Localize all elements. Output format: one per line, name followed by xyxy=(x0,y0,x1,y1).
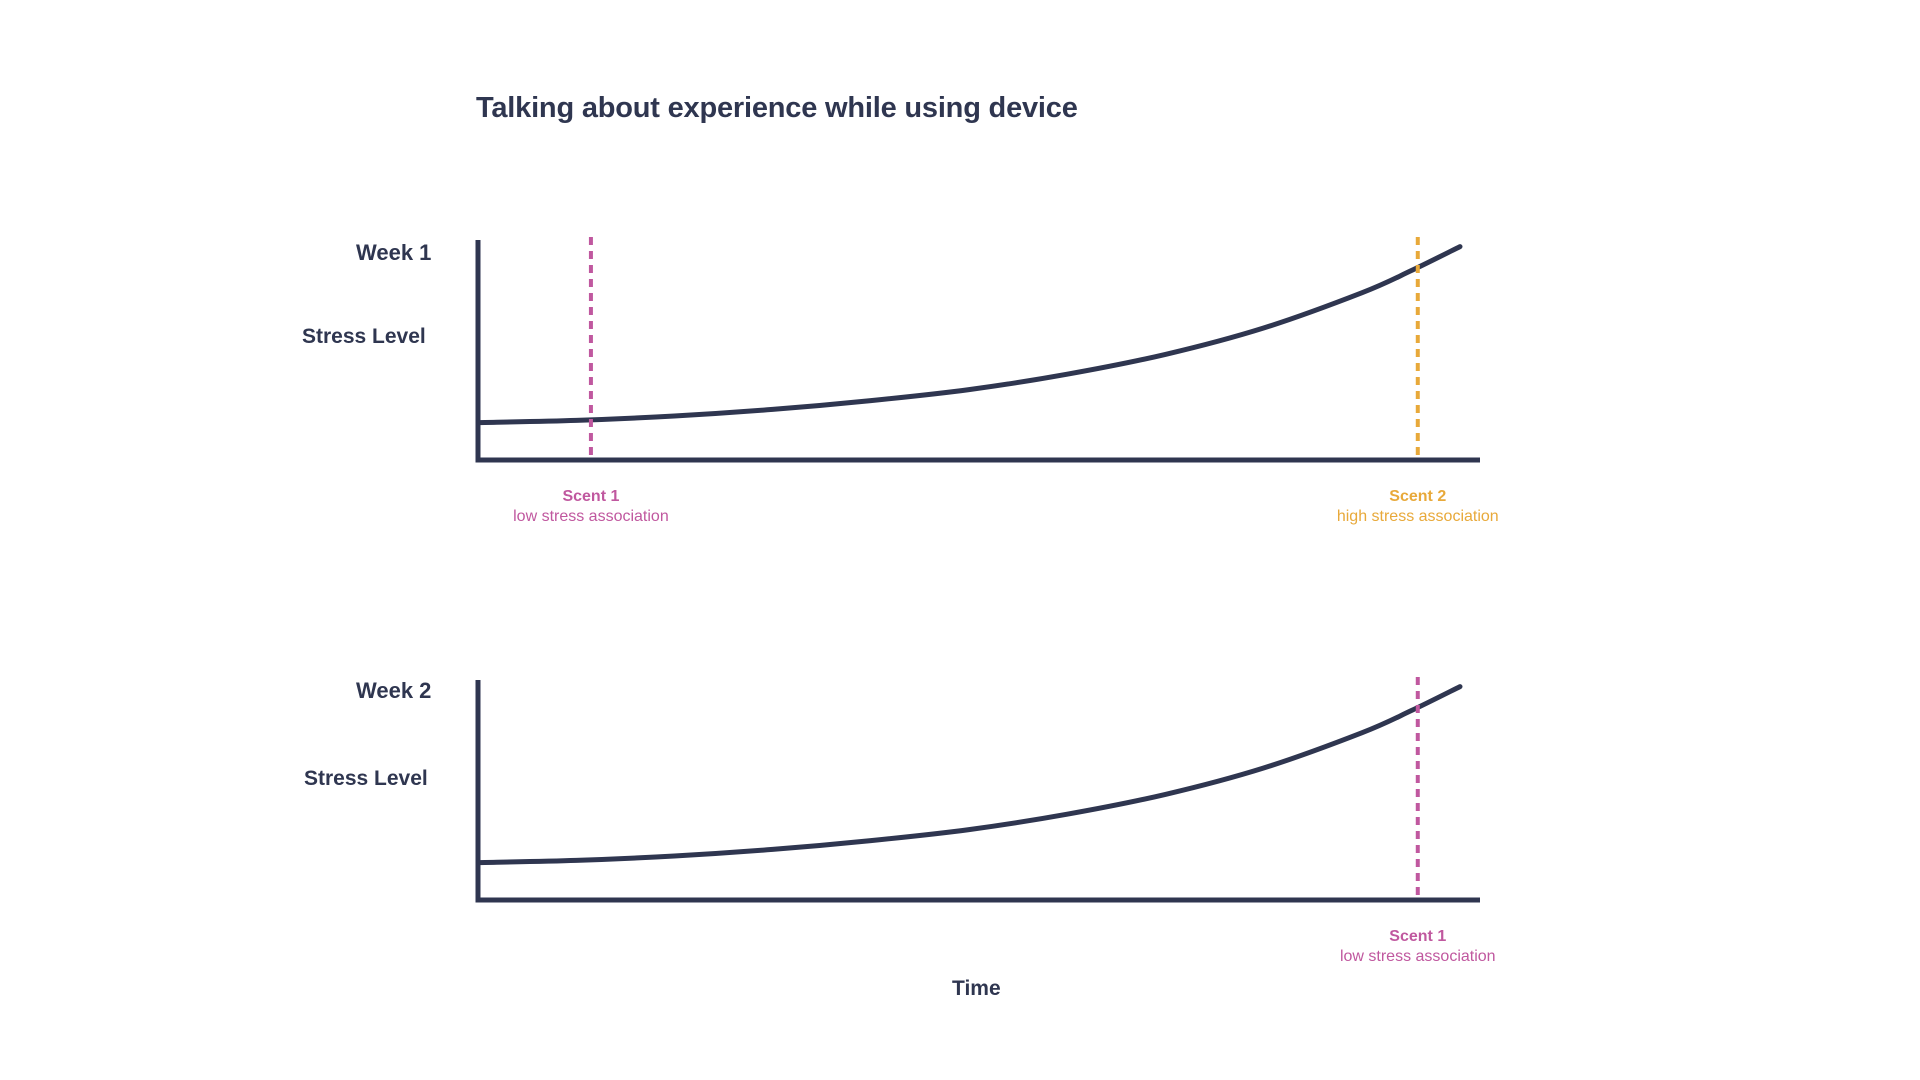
marker-note: low stress association xyxy=(513,508,669,525)
week-2-ylabel: Stress Level xyxy=(304,767,428,790)
chart-title: Talking about experience while using dev… xyxy=(476,92,1078,124)
x-axis-label: Time xyxy=(952,977,1001,1000)
marker-note: low stress association xyxy=(1339,948,1496,965)
week-1-label: Week 1 xyxy=(356,240,432,265)
marker-note: high stress association xyxy=(1336,508,1499,525)
scent-1-marker-label-week-2: Scent 1 low stress association xyxy=(1340,927,1496,967)
marker-name: Scent 1 xyxy=(1389,928,1447,945)
week-1-ylabel: Stress Level xyxy=(302,325,426,348)
week-2-label: Week 2 xyxy=(356,678,432,703)
marker-name: Scent 2 xyxy=(1389,488,1447,505)
stress-curve-week-1 xyxy=(475,244,1463,426)
marker-name: Scent 1 xyxy=(562,488,620,505)
scent-2-marker-label-week-1: Scent 2 high stress association xyxy=(1337,487,1499,527)
stress-curve-week-2 xyxy=(475,684,1463,866)
scent-1-marker-label-week-1: Scent 1 low stress association xyxy=(513,487,669,527)
